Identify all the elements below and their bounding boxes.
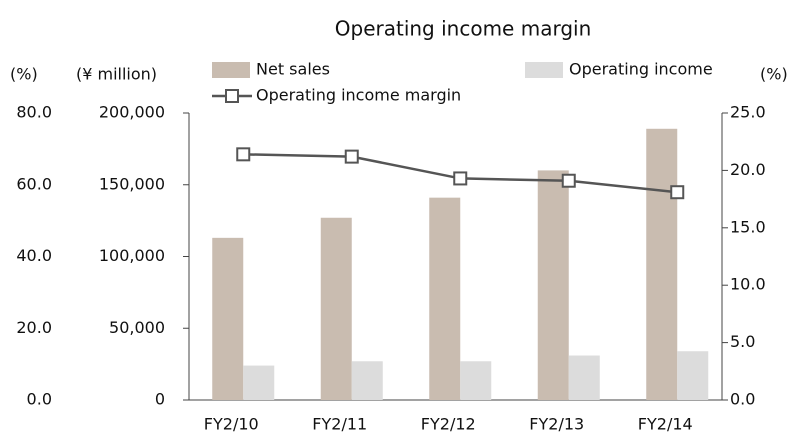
legend-label: Operating income <box>569 60 713 79</box>
legend-marker <box>225 89 239 103</box>
x-tick-label: FY2/14 <box>638 415 693 434</box>
y-tick-label: 100,000 <box>99 246 165 265</box>
x-tick-label: FY2/10 <box>204 415 259 434</box>
y3-tick-label: 0.0 <box>27 390 52 409</box>
bar <box>460 361 492 400</box>
legend-swatch <box>212 62 250 78</box>
bar <box>429 197 461 400</box>
y2-tick-label: 10.0 <box>730 275 766 294</box>
legend-swatch <box>525 62 563 78</box>
bar <box>243 365 275 400</box>
legend-label: Operating income margin <box>256 86 461 105</box>
y-tick-label: 50,000 <box>109 318 165 337</box>
y3-tick-label: 60.0 <box>16 174 52 193</box>
x-tick-label: FY2/11 <box>312 415 367 434</box>
y3-tick-label: 80.0 <box>16 103 52 122</box>
marker <box>344 149 359 164</box>
y3-tick-label: 20.0 <box>16 318 52 337</box>
bar <box>537 170 569 400</box>
x-tick-label: FY2/12 <box>421 415 476 434</box>
bar <box>677 351 709 400</box>
y3-tick-label: 40.0 <box>16 246 52 265</box>
marker <box>670 185 685 200</box>
y2-tick-label: 20.0 <box>730 160 766 179</box>
y2-axis-label: (%) <box>760 65 788 84</box>
y3-axis-label: (%) <box>10 65 38 84</box>
bar <box>646 128 678 400</box>
y-tick-label: 150,000 <box>99 174 165 193</box>
marker <box>236 147 251 162</box>
legend-label: Net sales <box>256 60 330 79</box>
bar <box>320 217 352 400</box>
y-tick-label: 200,000 <box>99 103 165 122</box>
y2-tick-label: 15.0 <box>730 217 766 236</box>
y-axis-label: (¥ million) <box>76 65 157 84</box>
chart-title: Operating income margin <box>335 17 592 41</box>
bar <box>351 361 383 400</box>
y-tick-label: 0 <box>155 390 165 409</box>
y2-tick-label: 25.0 <box>730 103 766 122</box>
y2-tick-label: 0.0 <box>730 390 755 409</box>
marker <box>561 173 576 188</box>
bar <box>568 355 600 400</box>
y2-tick-label: 5.0 <box>730 332 755 351</box>
bar <box>212 237 244 400</box>
x-tick-label: FY2/13 <box>529 415 584 434</box>
marker <box>453 171 468 186</box>
